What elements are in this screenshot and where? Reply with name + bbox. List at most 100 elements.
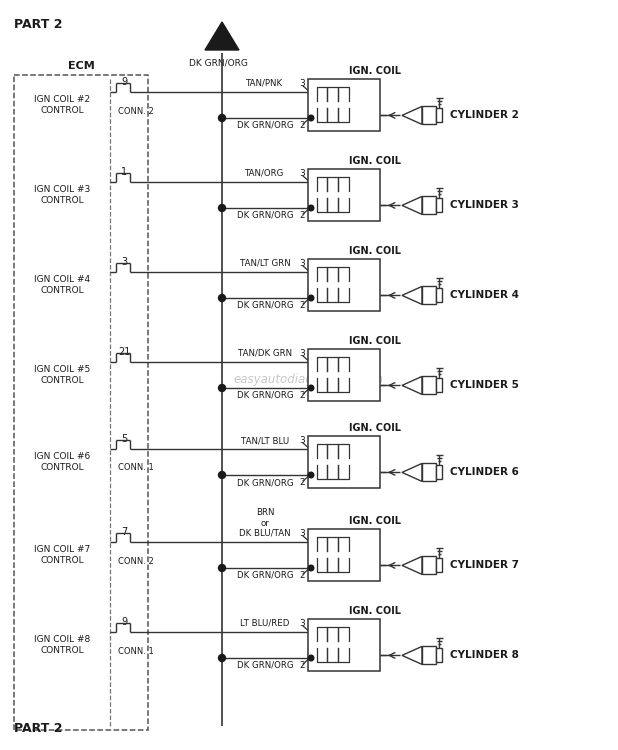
Bar bbox=[308, 529, 380, 581]
Text: 9: 9 bbox=[121, 617, 127, 627]
Text: IGN. COIL: IGN. COIL bbox=[349, 246, 401, 256]
Circle shape bbox=[308, 566, 314, 571]
Text: 3: 3 bbox=[299, 529, 305, 538]
Bar bbox=[308, 169, 380, 221]
Circle shape bbox=[219, 295, 226, 302]
Text: DK GRN/ORG: DK GRN/ORG bbox=[237, 661, 294, 670]
Text: IGN. COIL: IGN. COIL bbox=[349, 606, 401, 616]
Text: CYLINDER 4: CYLINDER 4 bbox=[450, 290, 519, 301]
Polygon shape bbox=[402, 464, 422, 482]
Bar bbox=[14, 75, 148, 730]
Text: CONN. 1: CONN. 1 bbox=[118, 646, 154, 656]
Circle shape bbox=[308, 656, 314, 661]
Text: IGN COIL #4
CONTROL: IGN COIL #4 CONTROL bbox=[34, 275, 90, 295]
Text: CYLINDER 8: CYLINDER 8 bbox=[450, 650, 519, 661]
Text: 7: 7 bbox=[121, 527, 127, 537]
Bar bbox=[436, 289, 442, 302]
Circle shape bbox=[219, 472, 226, 478]
Text: easyautodiagnostics.com: easyautodiagnostics.com bbox=[234, 374, 384, 386]
Bar bbox=[436, 466, 442, 479]
Bar bbox=[422, 646, 436, 664]
Text: 3: 3 bbox=[299, 436, 305, 445]
Bar bbox=[422, 286, 436, 304]
Text: DK GRN/ORG: DK GRN/ORG bbox=[237, 301, 294, 310]
Text: 3: 3 bbox=[299, 169, 305, 178]
Text: DK GRN/ORG: DK GRN/ORG bbox=[237, 211, 294, 220]
Text: 2: 2 bbox=[299, 121, 305, 130]
Text: TAN/PNK: TAN/PNK bbox=[247, 79, 284, 88]
Text: TAN/LT BLU: TAN/LT BLU bbox=[241, 436, 289, 445]
Text: IGN COIL #2
CONTROL: IGN COIL #2 CONTROL bbox=[34, 95, 90, 115]
Text: DK GRN/ORG: DK GRN/ORG bbox=[237, 571, 294, 580]
Text: DK GRN/ORG: DK GRN/ORG bbox=[188, 58, 247, 67]
Text: 2: 2 bbox=[299, 661, 305, 670]
Text: 3: 3 bbox=[299, 259, 305, 268]
Text: 2: 2 bbox=[299, 301, 305, 310]
Text: IGN COIL #3
CONTROL: IGN COIL #3 CONTROL bbox=[34, 185, 90, 205]
Text: CONN. 1: CONN. 1 bbox=[118, 464, 154, 472]
Text: 2: 2 bbox=[299, 478, 305, 487]
Text: CYLINDER 5: CYLINDER 5 bbox=[450, 380, 519, 391]
Circle shape bbox=[308, 206, 314, 211]
Circle shape bbox=[308, 116, 314, 121]
Text: IGN. COIL: IGN. COIL bbox=[349, 66, 401, 76]
Text: CYLINDER 3: CYLINDER 3 bbox=[450, 200, 519, 211]
Bar bbox=[422, 106, 436, 124]
Text: IGN COIL #8
CONTROL: IGN COIL #8 CONTROL bbox=[34, 635, 90, 655]
Text: 9: 9 bbox=[121, 77, 127, 87]
Circle shape bbox=[219, 115, 226, 122]
Text: 1: 1 bbox=[121, 167, 127, 177]
Polygon shape bbox=[402, 196, 422, 214]
Bar bbox=[436, 109, 442, 122]
Polygon shape bbox=[205, 22, 239, 50]
Text: IGN COIL #5
CONTROL: IGN COIL #5 CONTROL bbox=[34, 365, 90, 385]
Bar bbox=[308, 79, 380, 131]
Text: CYLINDER 7: CYLINDER 7 bbox=[450, 560, 519, 571]
Circle shape bbox=[219, 205, 226, 212]
Text: 3: 3 bbox=[121, 257, 127, 267]
Bar bbox=[436, 199, 442, 212]
Polygon shape bbox=[402, 556, 422, 574]
Text: CYLINDER 6: CYLINDER 6 bbox=[450, 467, 519, 478]
Text: CYLINDER 2: CYLINDER 2 bbox=[450, 110, 519, 121]
Text: DK GRN/ORG: DK GRN/ORG bbox=[237, 391, 294, 400]
Circle shape bbox=[308, 296, 314, 301]
Polygon shape bbox=[402, 646, 422, 664]
Text: ECM: ECM bbox=[67, 61, 95, 71]
Text: TAN/LT GRN: TAN/LT GRN bbox=[240, 259, 290, 268]
Text: TAN/DK GRN: TAN/DK GRN bbox=[238, 349, 292, 358]
Bar bbox=[308, 436, 380, 488]
Text: 5: 5 bbox=[121, 434, 127, 444]
Bar bbox=[422, 376, 436, 394]
Text: 2: 2 bbox=[299, 391, 305, 400]
Text: 2: 2 bbox=[299, 571, 305, 580]
Bar bbox=[436, 649, 442, 662]
Text: IGN COIL #6
CONTROL: IGN COIL #6 CONTROL bbox=[34, 452, 90, 472]
Text: IGN. COIL: IGN. COIL bbox=[349, 336, 401, 346]
Text: PART 2: PART 2 bbox=[14, 722, 62, 735]
Circle shape bbox=[219, 385, 226, 392]
Circle shape bbox=[219, 655, 226, 662]
Text: DK GRN/ORG: DK GRN/ORG bbox=[237, 121, 294, 130]
Bar bbox=[308, 259, 380, 311]
Text: PART 2: PART 2 bbox=[14, 18, 62, 31]
Text: 2: 2 bbox=[299, 211, 305, 220]
Text: 3: 3 bbox=[299, 79, 305, 88]
Bar bbox=[308, 619, 380, 671]
Bar bbox=[422, 464, 436, 482]
Text: 3: 3 bbox=[299, 619, 305, 628]
Text: LT BLU/RED: LT BLU/RED bbox=[240, 619, 290, 628]
Circle shape bbox=[308, 386, 314, 391]
Polygon shape bbox=[402, 106, 422, 124]
Text: IGN. COIL: IGN. COIL bbox=[349, 156, 401, 166]
Bar bbox=[422, 556, 436, 574]
Polygon shape bbox=[402, 286, 422, 304]
Text: IGN. COIL: IGN. COIL bbox=[349, 516, 401, 526]
Text: A: A bbox=[216, 28, 228, 43]
Text: 21: 21 bbox=[118, 347, 130, 357]
Text: CONN. 2: CONN. 2 bbox=[118, 106, 154, 116]
Text: 3: 3 bbox=[299, 349, 305, 358]
Circle shape bbox=[308, 472, 314, 478]
Bar bbox=[308, 349, 380, 401]
Circle shape bbox=[219, 565, 226, 572]
